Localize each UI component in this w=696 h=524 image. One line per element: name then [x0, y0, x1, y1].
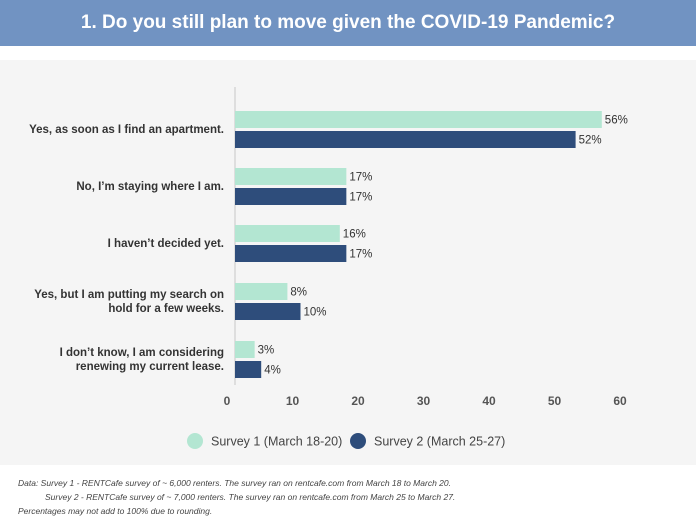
x-tick-label: 40: [482, 394, 496, 408]
category-label: I don’t know, I am considering renewing m…: [60, 347, 224, 373]
bar-series-1: [235, 168, 347, 185]
footnote-survey-1: Data: Survey 1 - RENTCafe survey of ~ 6,…: [18, 478, 451, 488]
category-label-line: I don’t know, I am considering: [60, 347, 224, 359]
category-label-line: hold for a few weeks.: [108, 303, 224, 315]
x-tick-label: 60: [613, 394, 627, 408]
bar-series-2: [235, 303, 301, 320]
x-tick-label: 20: [351, 394, 365, 408]
footnote-rounding: Percentages may not add to 100% due to r…: [18, 506, 213, 516]
legend-label-series-1: Survey 1 (March 18-20): [211, 435, 342, 449]
category-label: I haven’t decided yet.: [108, 238, 224, 250]
bar-value-label: 10%: [304, 307, 327, 319]
category-label-line: No, I’m staying where I am.: [76, 181, 224, 193]
bar-series-2: [235, 245, 347, 262]
bar-value-label: 3%: [258, 345, 275, 357]
chart-title: 1. Do you still plan to move given the C…: [80, 12, 616, 33]
bar-value-label: 56%: [605, 115, 628, 127]
bar-value-label: 52%: [579, 135, 602, 147]
x-tick-label: 30: [417, 394, 431, 408]
bar-series-1: [235, 341, 255, 358]
bar-value-label: 17%: [349, 249, 372, 261]
bar-value-label: 4%: [264, 365, 281, 377]
category-label: No, I’m staying where I am.: [76, 181, 224, 193]
category-label-line: Yes, but I am putting my search on: [34, 289, 224, 301]
x-tick-label: 10: [286, 394, 300, 408]
x-tick-label: 0: [224, 394, 231, 408]
bar-chart: Yes, as soon as I find an apartment. No, …: [29, 87, 628, 449]
category-label-line: I haven’t decided yet.: [108, 238, 224, 250]
bar-value-label: 16%: [343, 229, 366, 241]
category-label: Yes, but I am putting my search on hold f…: [34, 289, 224, 315]
bar-series-1: [235, 111, 602, 128]
x-tick-label: 50: [548, 394, 562, 408]
bar-value-label: 17%: [349, 172, 372, 184]
category-label-line: Yes, as soon as I find an apartment.: [29, 124, 224, 136]
legend-marker-series-2: [350, 433, 366, 449]
chart-title-bar: 1. Do you still plan to move given the C…: [0, 0, 696, 46]
legend-label-series-2: Survey 2 (March 25-27): [374, 435, 505, 449]
category-label: Yes, as soon as I find an apartment.: [29, 124, 224, 136]
footnote-survey-2: Survey 2 - RENTCafe survey of ~ 7,000 re…: [45, 492, 456, 502]
bar-series-1: [235, 225, 340, 242]
bar-series-2: [235, 188, 347, 205]
bar-value-label: 8%: [290, 287, 307, 299]
bar-series-2: [235, 361, 262, 378]
category-label-line: renewing my current lease.: [76, 361, 224, 373]
bar-series-2: [235, 131, 576, 148]
bar-value-label: 17%: [349, 192, 372, 204]
legend-marker-series-1: [187, 433, 203, 449]
bar-series-1: [235, 283, 288, 300]
